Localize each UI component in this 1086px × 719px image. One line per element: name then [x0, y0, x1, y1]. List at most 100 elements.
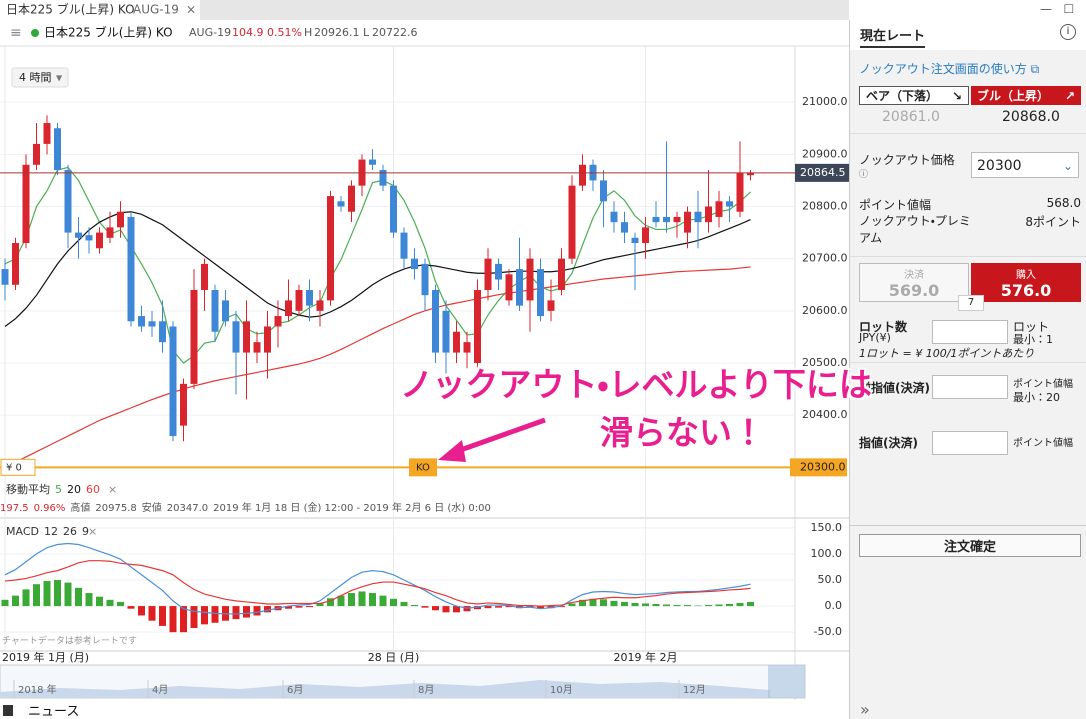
- candle-body: [159, 321, 166, 343]
- point-width: 568.0: [1046, 196, 1081, 210]
- buy-button[interactable]: 購入 576.0: [971, 263, 1081, 302]
- candle-body: [631, 237, 639, 244]
- macd-line: [4, 542, 751, 615]
- tab[interactable]: [0, 0, 200, 20]
- candle-body: [673, 216, 681, 223]
- menu-icon[interactable]: ≡: [10, 25, 22, 41]
- histogram-bar: [316, 603, 324, 607]
- candle-body: [180, 383, 187, 426]
- histogram-bar: [43, 581, 51, 607]
- spread: 7: [958, 295, 984, 311]
- bull-button[interactable]: ブル（上昇） ↗: [971, 86, 1081, 105]
- help-link-text[interactable]: ノックアウト注文画面の使い方: [859, 62, 1027, 76]
- candle-body: [642, 227, 649, 244]
- ko-select[interactable]: 20300 ⌄: [971, 152, 1079, 178]
- ma-line: [4, 266, 751, 468]
- histogram-bar: [75, 587, 82, 607]
- histogram-bar: [201, 606, 208, 625]
- expand-icon[interactable]: »: [860, 700, 870, 719]
- change-pct: 0.51%: [267, 26, 302, 39]
- candle-body: [138, 316, 145, 327]
- candle-body: [537, 269, 544, 317]
- candle-body: [337, 201, 345, 207]
- candle-body: [117, 211, 124, 228]
- candle-body: [442, 310, 450, 353]
- info-icon[interactable]: i: [1060, 24, 1076, 40]
- stop-input[interactable]: [932, 375, 1008, 399]
- histogram-bar: [306, 606, 313, 608]
- candle-body: [190, 289, 198, 384]
- lot-input[interactable]: [932, 320, 1008, 344]
- histogram-bar: [537, 606, 544, 609]
- candle-body: [568, 185, 576, 259]
- ko-marker-box: [409, 458, 437, 477]
- y-tick-label: 20800.0: [802, 200, 848, 213]
- histogram-bar: [358, 591, 366, 607]
- limit-input[interactable]: [932, 431, 1008, 455]
- candle-body: [715, 201, 723, 217]
- period-info: 197.5 0.96% 高値 20975.8 安値 20347.0 2019 年 1月 18…: [0, 501, 491, 514]
- candle-body: [736, 172, 744, 212]
- bear-button[interactable]: ベア（下落） ↘: [859, 86, 969, 105]
- annotation: ノックアウト・レベルより下には 滑らない！: [400, 358, 920, 454]
- stop-label: 逆指値(決済): [859, 381, 930, 395]
- tab-close[interactable]: ×: [186, 3, 196, 17]
- ko-info[interactable]: ⓘ: [859, 170, 869, 180]
- histogram-bar: [348, 593, 355, 607]
- macd-legend: MACD 12 26 9: [6, 525, 89, 538]
- candle-body: [148, 321, 156, 327]
- close-button[interactable]: 決済 569.0: [859, 263, 969, 302]
- buy-price: 576.0: [1000, 280, 1052, 300]
- candle-body: [453, 331, 460, 353]
- candle-body: [253, 342, 261, 353]
- histogram-bar: [253, 606, 261, 616]
- navigator-label: 6月: [287, 684, 303, 696]
- y-tick-label: 150.0: [811, 521, 843, 534]
- submit-button[interactable]: 注文確定: [859, 534, 1081, 557]
- panel-title[interactable]: 現在レート: [860, 25, 926, 48]
- histogram-bar: [600, 599, 607, 607]
- candle-body: [327, 196, 334, 301]
- candle-body: [610, 211, 618, 223]
- histogram-bar: [64, 582, 72, 607]
- candle-body: [75, 232, 82, 238]
- candle-body: [558, 258, 565, 290]
- histogram-bar: [1, 599, 9, 607]
- legend-item: 20: [67, 483, 81, 496]
- help-link[interactable]: ノックアウト注文画面の使い方 ⧉: [859, 62, 1040, 76]
- candle-body: [684, 211, 691, 233]
- ko-marker: KO: [416, 462, 430, 473]
- candle-body: [127, 216, 135, 322]
- x-tick-label: 2019 年 1月 (月): [2, 650, 89, 664]
- histogram-bar: [484, 606, 492, 609]
- legend-item: 60: [86, 483, 100, 496]
- dropdown-arrow: ▼: [56, 74, 63, 83]
- x-tick-label: 28 日 (月): [368, 651, 420, 664]
- window-controls[interactable]: — ☐: [1040, 2, 1075, 16]
- timeframe-button[interactable]: [11, 67, 69, 88]
- candle-body: [285, 300, 292, 317]
- histogram-bar: [379, 595, 387, 607]
- ma-close: ×: [108, 483, 117, 496]
- candle-body: [54, 128, 61, 170]
- news-title[interactable]: ニュース: [28, 705, 79, 719]
- ma-line: [4, 166, 751, 364]
- timeframe: 4 時間: [19, 71, 52, 84]
- limit-label: 指値(決済): [859, 436, 918, 450]
- signal-line: [4, 560, 751, 607]
- navigator-label: 2018 年: [18, 683, 57, 696]
- histogram-bar: [106, 599, 114, 607]
- premium-label: ノックアウト・プレミアム: [859, 214, 971, 245]
- candle-body: [22, 164, 30, 244]
- histogram-bar: [579, 599, 586, 607]
- high-label: H: [304, 26, 312, 39]
- histogram-bar: [568, 603, 576, 607]
- histogram-bar: [12, 595, 19, 607]
- panel-header: [850, 20, 1086, 50]
- histogram-bar: [505, 606, 513, 608]
- navigator-window[interactable]: [768, 665, 805, 698]
- legend-item: 0.96%: [34, 503, 66, 514]
- legend-item: 2019 年 1月 18 日 (金) 12:00 - 2019 年 2月 6 日…: [213, 501, 491, 514]
- candle-body: [232, 321, 240, 353]
